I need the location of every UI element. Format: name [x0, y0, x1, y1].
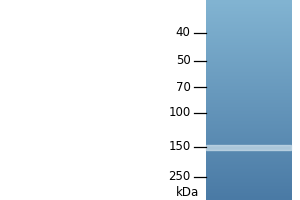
Text: 150: 150 [168, 140, 190, 154]
Text: 250: 250 [168, 170, 190, 184]
Text: 40: 40 [176, 26, 190, 40]
Bar [206, 144, 291, 150]
Text: 100: 100 [168, 106, 190, 119]
Text: 50: 50 [176, 54, 190, 68]
Text: kDa: kDa [176, 186, 200, 198]
Text: 70: 70 [176, 81, 190, 94]
